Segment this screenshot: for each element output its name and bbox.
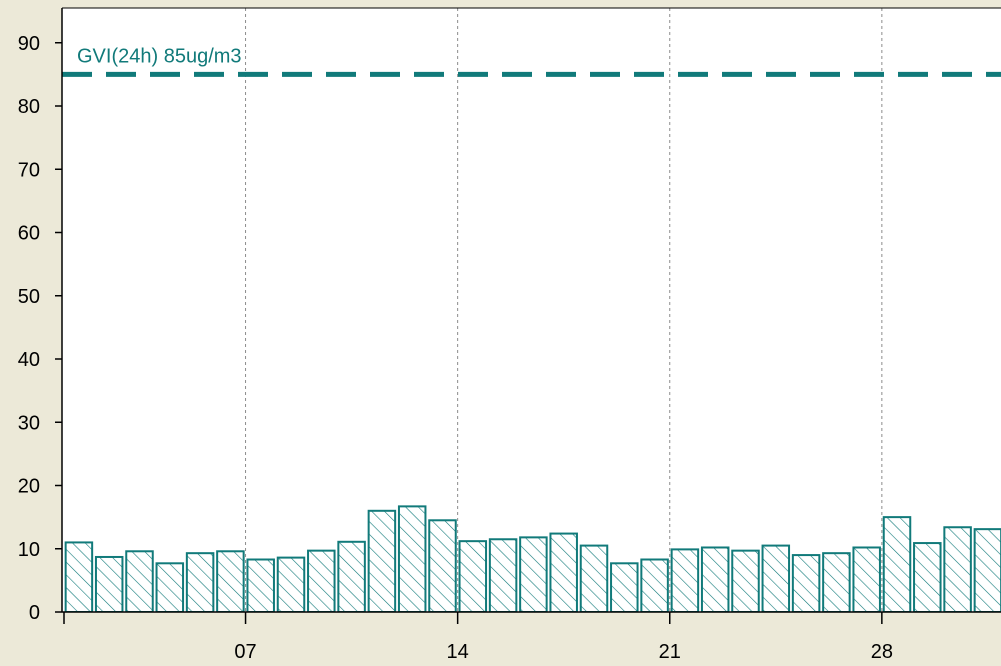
bar — [125, 550, 154, 612]
bar — [822, 552, 851, 612]
bar — [276, 556, 306, 612]
bar — [519, 536, 548, 612]
y-tick-label: 30 — [18, 412, 40, 434]
bar — [791, 554, 821, 612]
bar — [458, 540, 488, 612]
bar — [549, 532, 578, 612]
bar — [94, 555, 124, 612]
y-axis-ticks: 0 10 20 30 40 50 60 70 80 90 — [18, 33, 62, 624]
bar — [185, 552, 215, 612]
bar — [307, 549, 336, 612]
reference-line-label: GVI(24h) 85ug/m3 — [77, 45, 242, 67]
bar — [943, 526, 972, 612]
y-tick-label: 40 — [18, 349, 40, 371]
plot-area — [62, 8, 1001, 612]
bar — [761, 544, 791, 612]
bar — [579, 544, 609, 612]
x-tick-label: 21 — [659, 641, 681, 663]
bar — [246, 558, 275, 612]
x-axis-ticks: 07 14 21 28 — [63, 612, 893, 663]
bar — [610, 562, 639, 612]
bar — [882, 516, 912, 612]
bar — [700, 546, 730, 612]
bars — [64, 505, 1001, 612]
bar — [155, 562, 185, 612]
bar — [973, 528, 1001, 612]
bar — [913, 542, 942, 612]
y-tick-label: 20 — [18, 476, 40, 498]
y-tick-label: 70 — [18, 159, 40, 181]
x-tick-label: 14 — [447, 641, 469, 663]
bar — [216, 550, 245, 612]
y-tick-label: 60 — [18, 223, 40, 245]
y-tick-label: 10 — [18, 539, 40, 561]
bar — [852, 546, 881, 612]
bar — [488, 538, 518, 612]
bar — [337, 540, 366, 612]
x-tick-label: 28 — [871, 641, 893, 663]
bar — [64, 541, 94, 612]
y-tick-label: 80 — [18, 96, 40, 118]
x-tick-label: 07 — [234, 641, 256, 663]
bar — [428, 519, 457, 612]
y-tick-label: 0 — [29, 602, 40, 624]
bar — [670, 548, 700, 612]
y-tick-label: 50 — [18, 286, 40, 308]
bar — [367, 509, 397, 612]
vertical-gridlines — [245, 8, 883, 612]
y-tick-label: 90 — [18, 33, 40, 55]
bar — [640, 558, 669, 612]
bar — [397, 505, 427, 612]
bar — [731, 549, 760, 612]
